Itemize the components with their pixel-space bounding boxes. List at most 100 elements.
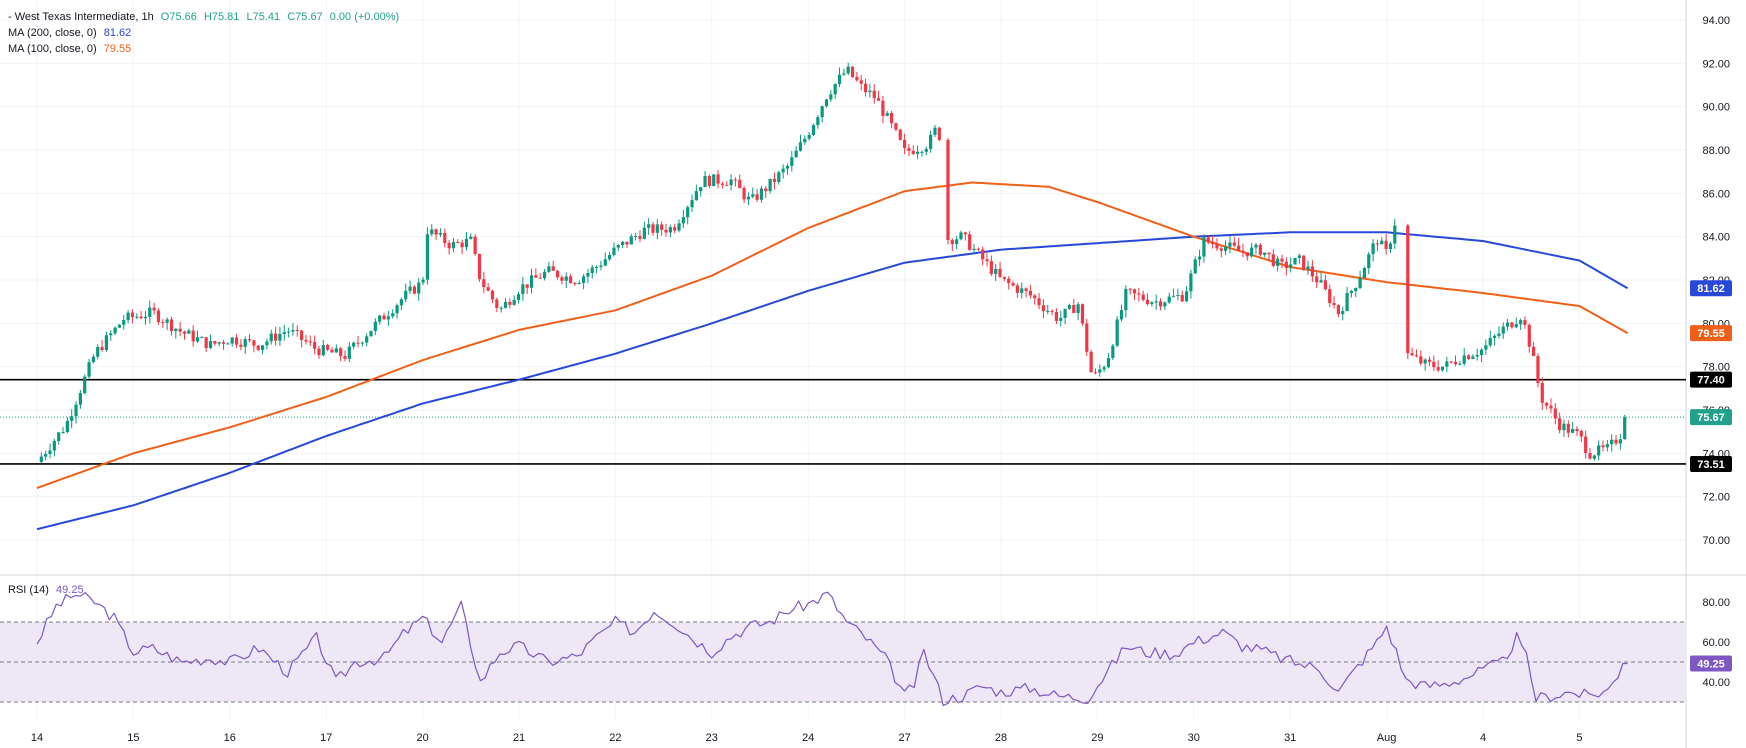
candle-body [1067, 305, 1072, 309]
ma100-line [36, 181, 1629, 489]
candle-body [256, 345, 260, 350]
candle-body [976, 248, 980, 250]
candle-body [135, 316, 139, 318]
candle-body [395, 305, 399, 314]
candle-body [1080, 304, 1085, 324]
candle-body [1558, 418, 1562, 431]
candle-body [1349, 290, 1354, 294]
time-tick-label: 14 [31, 732, 43, 744]
candle-body [61, 432, 65, 434]
candle-body [443, 232, 447, 244]
candle-body [1284, 261, 1288, 269]
price-label-box [1690, 280, 1732, 297]
candle-body [1193, 259, 1197, 274]
candle-body [473, 236, 477, 254]
candle-body [360, 342, 364, 344]
candle-body [590, 267, 594, 274]
candle-body [1540, 382, 1544, 403]
ma200-legend: MA (200, close, 0) 81.62 [8, 25, 403, 41]
time-tick-label: 29 [1091, 732, 1103, 744]
price-tick-label: 90.00 [1702, 102, 1730, 114]
candle-body [1098, 369, 1102, 373]
candle-body [52, 440, 56, 451]
candle-body [1588, 453, 1592, 459]
candle-body [660, 224, 664, 230]
candle-body [330, 349, 334, 353]
candle-body [213, 341, 217, 344]
candle-body [339, 348, 343, 357]
candle-body [924, 148, 928, 152]
candle-body [1215, 243, 1219, 249]
candle-body [790, 157, 794, 166]
candle-body [486, 287, 490, 291]
candle-body [161, 322, 165, 324]
candle-body [1310, 266, 1314, 277]
candle-body [208, 341, 213, 349]
candle-body [490, 290, 495, 300]
candle-body [1562, 423, 1566, 431]
candle-body [1076, 304, 1080, 314]
candle-body [143, 316, 148, 319]
candle-body [621, 241, 625, 245]
candle-body [1115, 319, 1119, 346]
candle-body [152, 307, 156, 311]
candle-body [959, 232, 963, 240]
candle-body [625, 241, 629, 245]
candle-body [1371, 243, 1375, 255]
candle-body [1319, 280, 1323, 283]
candle-body [560, 277, 564, 281]
candle-body [1532, 346, 1536, 357]
open-value: O75.66 [160, 11, 197, 23]
candle-body [677, 223, 681, 231]
candle-body [833, 84, 837, 95]
candle-body [408, 286, 412, 291]
candle-body [1549, 405, 1553, 409]
candle-body [534, 275, 538, 278]
candle-body [117, 324, 122, 328]
candle-body [260, 345, 265, 350]
candle-body [1545, 402, 1549, 406]
price-label-text: 81.62 [1697, 283, 1725, 295]
candle-body [1475, 355, 1479, 357]
price-tick-label: 78.00 [1702, 362, 1730, 374]
candle-body [1488, 338, 1492, 346]
candle-body [785, 165, 790, 169]
candle-body [1059, 317, 1063, 321]
candle-body [195, 337, 200, 342]
candle-body [1267, 252, 1271, 255]
candle-body [872, 90, 876, 99]
candle-body [1323, 280, 1327, 290]
candle-body [1571, 428, 1575, 433]
candle-body [1427, 359, 1432, 362]
candle-body [1154, 301, 1158, 303]
candle-body [1028, 290, 1033, 296]
time-tick-label: 17 [320, 732, 332, 744]
candle-body [916, 151, 920, 154]
candle-body [946, 139, 950, 241]
candle-body [1271, 254, 1275, 266]
candle-body [221, 342, 226, 344]
candle-body [1171, 295, 1176, 297]
candle-body [712, 174, 716, 187]
time-tick-label: 27 [898, 732, 910, 744]
price-tick-label: 88.00 [1702, 145, 1730, 157]
candle-body [742, 188, 746, 200]
candle-body [87, 362, 91, 377]
candle-body [651, 224, 655, 233]
candle-body [1471, 356, 1475, 359]
time-tick-label: 23 [706, 732, 718, 744]
price-label-box [1690, 409, 1732, 426]
candle-body [981, 249, 985, 260]
candle-body [729, 179, 733, 186]
candle-body [725, 184, 729, 186]
candle-body [1150, 302, 1154, 305]
price-tick-label: 72.00 [1702, 492, 1730, 504]
candle-body [65, 420, 69, 433]
candle-body [1063, 308, 1067, 318]
candle-body [369, 330, 373, 337]
time-tick-label: 20 [416, 732, 428, 744]
candle-body [920, 151, 924, 153]
candle-body [1336, 305, 1340, 315]
candle-body [178, 328, 182, 332]
